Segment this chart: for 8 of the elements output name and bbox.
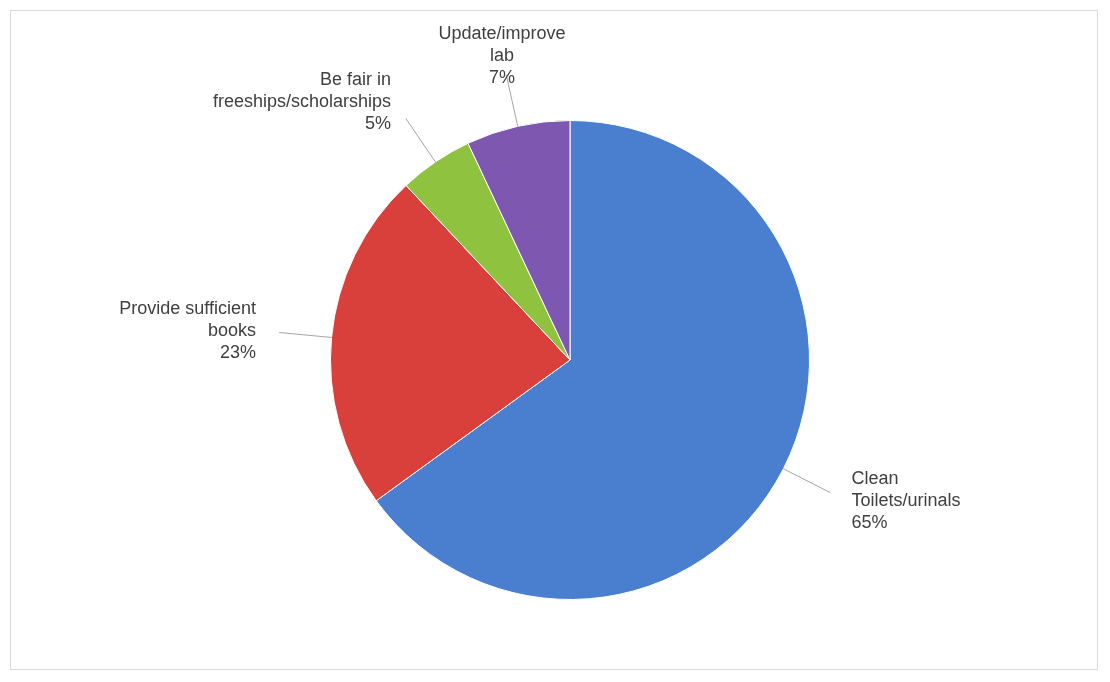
slice-label: Update/improve lab	[438, 23, 566, 66]
slice-label: Provide sufficient books	[119, 297, 257, 340]
slice-label: Clean Toilets/urinals	[851, 468, 961, 511]
data-label: 7%	[489, 67, 516, 88]
data-label: 65%	[851, 512, 888, 533]
data-label: 5%	[364, 113, 391, 134]
slice-label: Be fair in freeships/scholarships	[212, 69, 391, 112]
data-label: 23%	[220, 341, 257, 362]
